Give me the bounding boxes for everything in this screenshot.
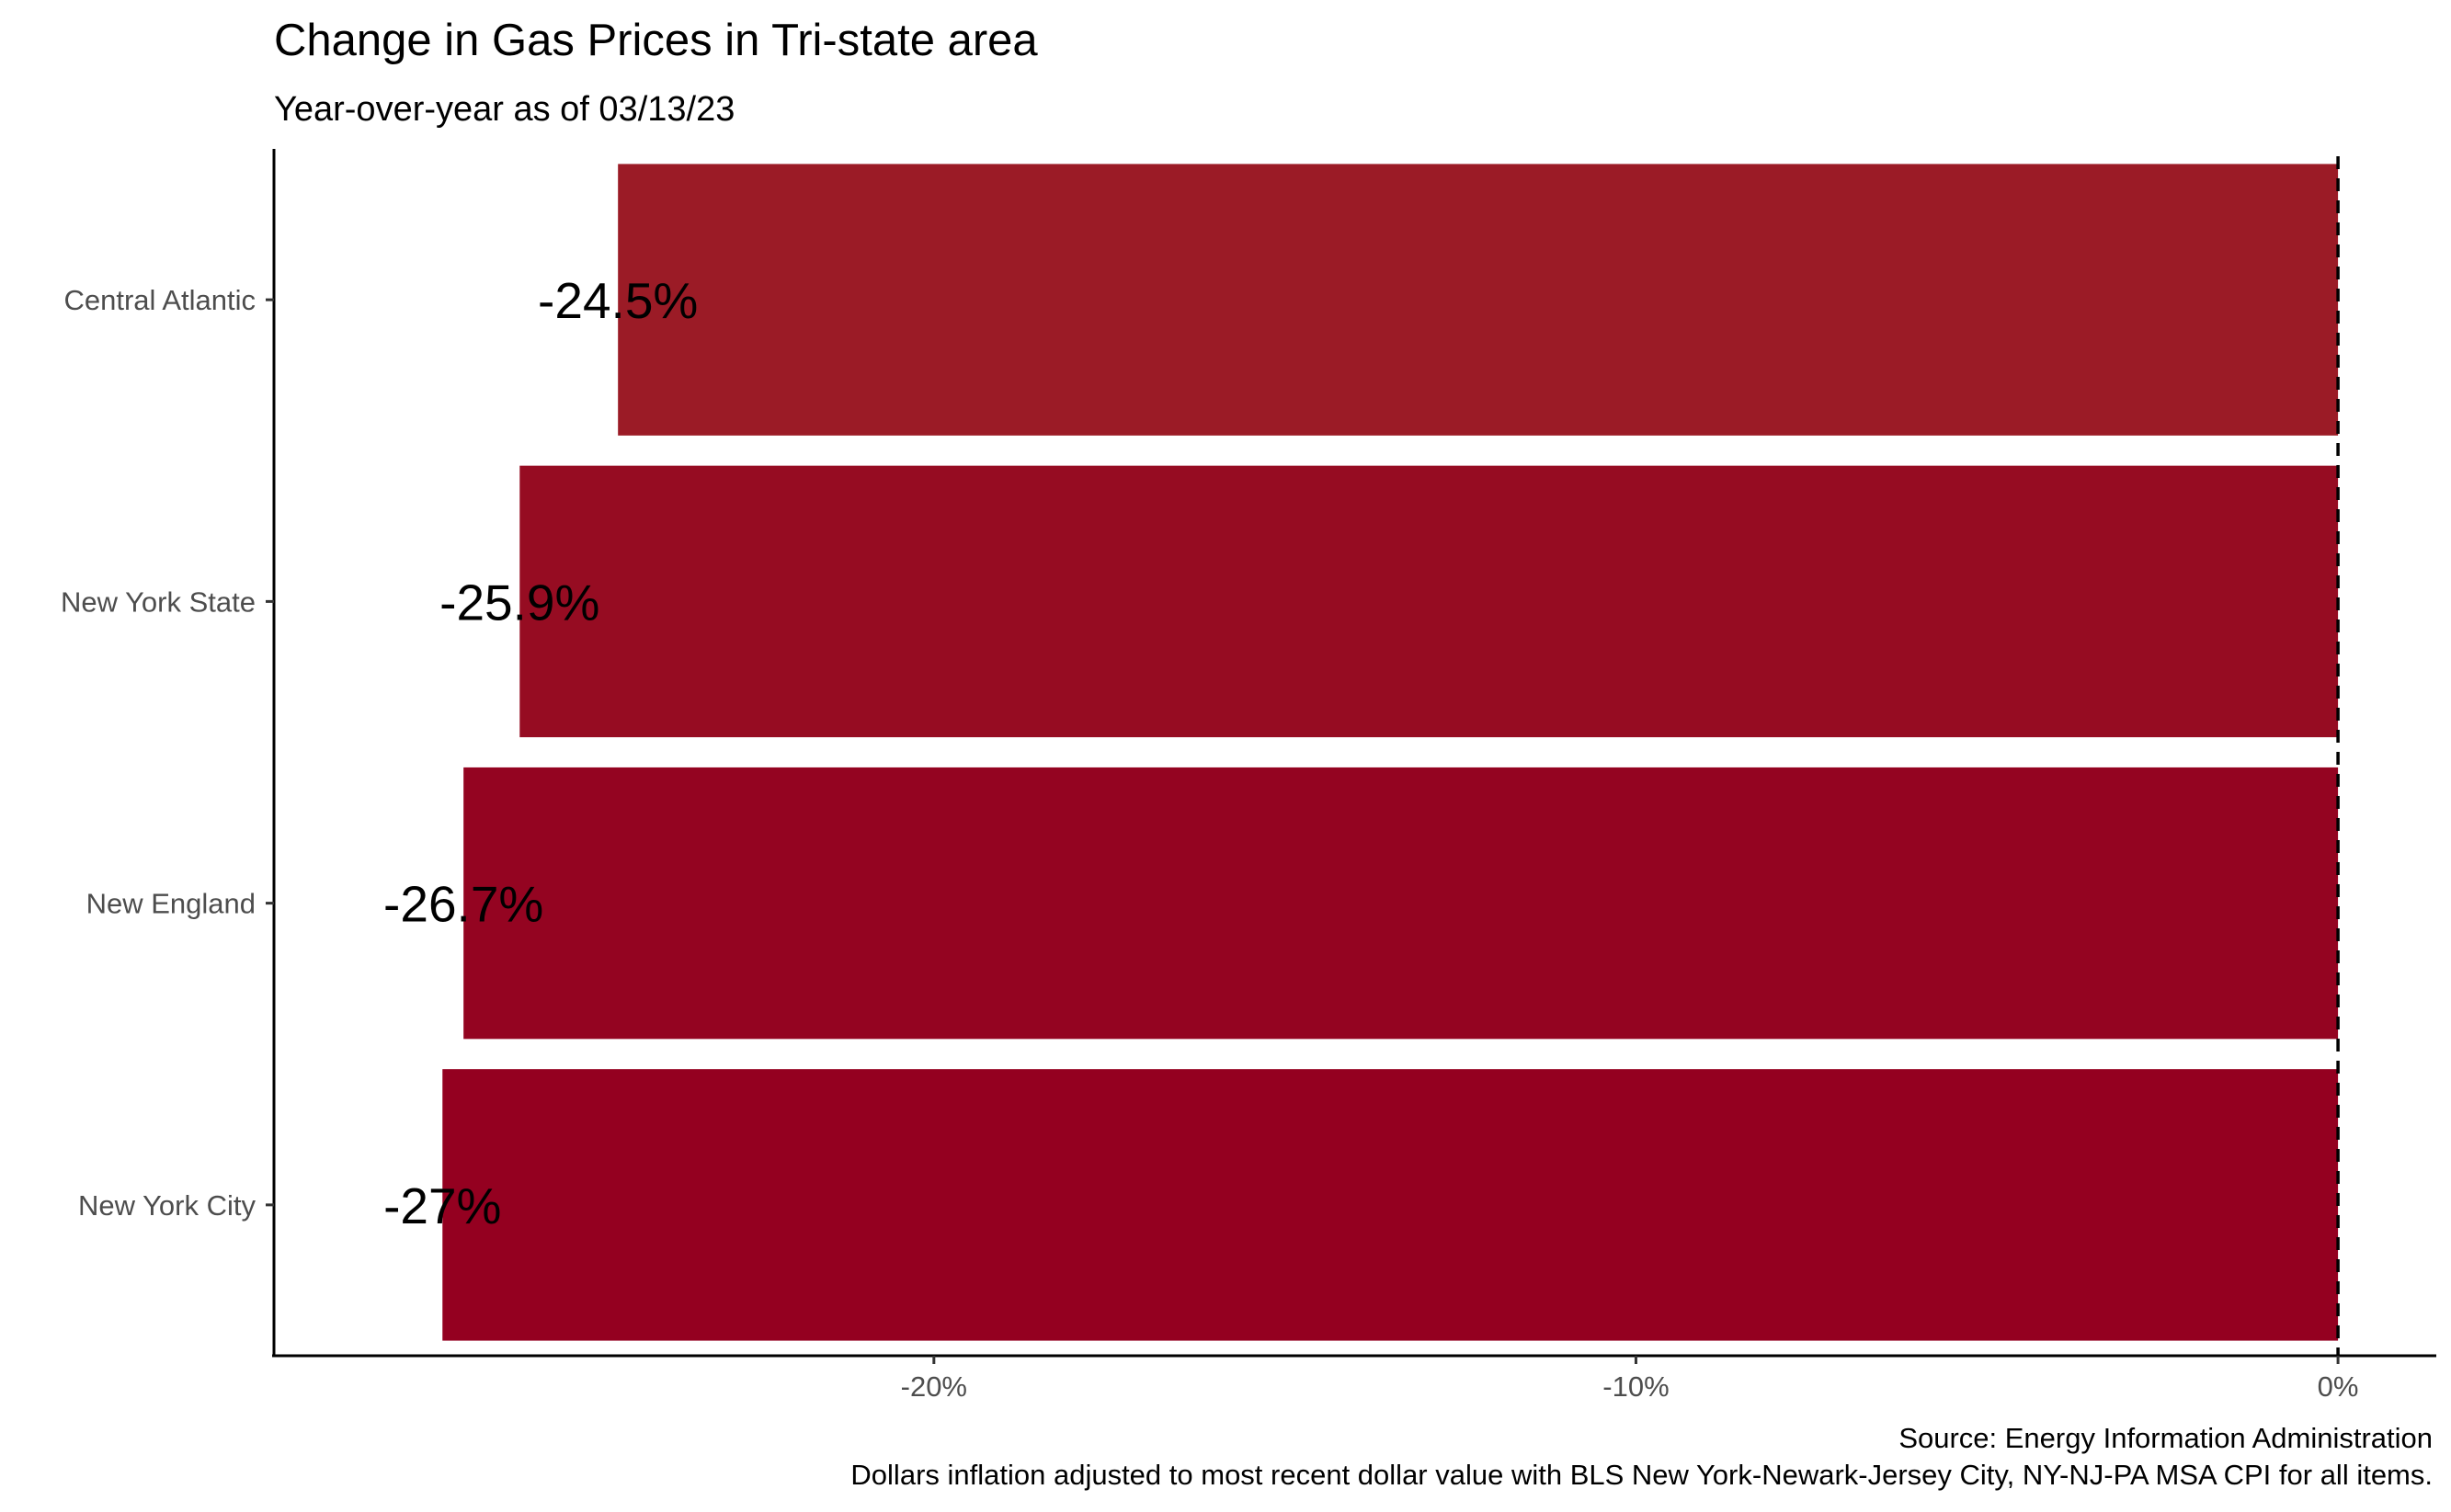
bar-central-atlantic bbox=[618, 164, 2339, 436]
data-label-new-york-city: -27% bbox=[383, 1177, 501, 1234]
y-tick-label-new-england: New England bbox=[86, 888, 256, 920]
bars-layer bbox=[442, 164, 2339, 1341]
x-tick-label: 0% bbox=[2318, 1370, 2359, 1403]
chart-subtitle: Year-over-year as of 03/13/23 bbox=[274, 90, 735, 129]
data-labels-layer: -24.5% -25.9% -26.7% -27% bbox=[383, 272, 698, 1234]
data-label-new-england: -26.7% bbox=[383, 876, 543, 933]
x-tick-label: -20% bbox=[901, 1370, 967, 1403]
caption-source: Source: Energy Information Administratio… bbox=[1898, 1422, 2433, 1454]
chart-title: Change in Gas Prices in Tri-state area bbox=[274, 16, 1038, 65]
x-axis-ticks: -20% -10% 0% bbox=[901, 1356, 2359, 1403]
y-tick-label-new-york-city: New York City bbox=[78, 1189, 256, 1222]
caption-note: Dollars inflation adjusted to most recen… bbox=[850, 1459, 2433, 1491]
axes bbox=[272, 149, 2436, 1358]
bar-new-york-city bbox=[442, 1069, 2339, 1341]
y-axis-ticks: Central Atlantic New York State New Englan… bbox=[61, 284, 274, 1222]
bar-new-england bbox=[463, 767, 2339, 1040]
bar-new-york-state bbox=[519, 465, 2339, 738]
data-label-new-york-state: -25.9% bbox=[439, 574, 599, 631]
y-tick-label-central-atlantic: Central Atlantic bbox=[64, 284, 256, 316]
y-tick-label-new-york-state: New York State bbox=[61, 585, 256, 618]
data-label-central-atlantic: -24.5% bbox=[538, 272, 698, 329]
x-tick-label: -10% bbox=[1602, 1370, 1669, 1403]
